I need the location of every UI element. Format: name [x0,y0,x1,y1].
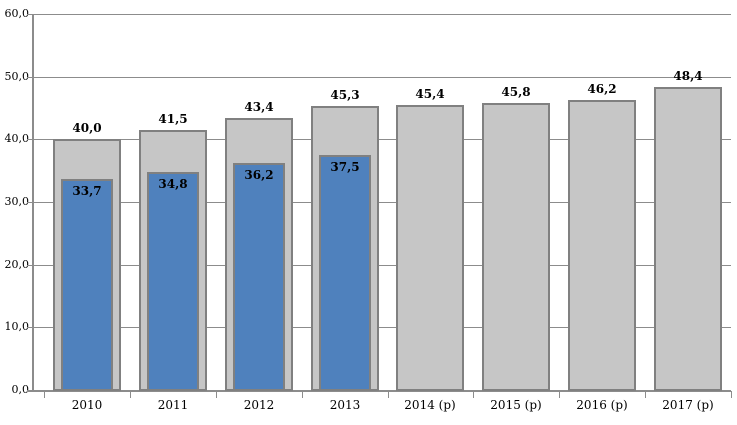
x-axis-category-label: 2011 [157,398,189,412]
x-axis-category-label: 2015 (p) [490,398,542,412]
y-axis-tick-50 [27,76,37,78]
y-axis-tick-0 [27,390,37,391]
y-axis-tick-label: 20,0 [4,257,30,271]
total-bar-2016p [568,100,636,391]
y-axis-tick-label: 0,0 [11,383,30,396]
x-axis-tick-5 [473,391,474,398]
y-axis-tick-20 [27,264,37,266]
x-axis-tick-4 [388,391,389,398]
total-bar-value-label: 46,2 [587,82,617,97]
x-axis-category-label: 2010 [71,398,103,412]
y-axis-tick-label: 60,0 [4,7,30,20]
x-axis-tick-3 [302,391,303,398]
total-bar-value-label: 43,4 [244,100,274,115]
gridline-50 [33,76,731,78]
y-axis-tick-label: 10,0 [4,320,30,334]
blue-bar-2013 [319,155,371,391]
x-axis-category-label: 2013 [329,398,361,412]
x-axis-tick-1 [130,391,131,398]
blue-bar-2010 [61,178,113,391]
y-axis-tick-30 [27,202,37,203]
x-axis-line [27,390,731,392]
blue-bar-value-label: 37,5 [330,160,360,174]
gridline-10 [33,327,731,329]
x-axis-category-label: 2017 (p) [662,398,714,412]
total-bar-value-label: 45,3 [330,88,360,103]
x-axis-tick-0 [44,391,45,398]
gridline-40 [33,139,731,141]
total-bar-value-label: 45,8 [501,84,531,99]
x-axis-category-label: 2016 (p) [576,398,628,412]
total-bar-2017p [654,86,722,391]
y-axis-tick-label: 40,0 [4,132,30,146]
x-axis-tick-8 [731,391,732,398]
y-axis-tick-label: 50,0 [4,69,30,83]
total-bar-2015p [482,102,550,391]
gridline-20 [33,264,731,266]
x-axis-category-label: 2014 (p) [404,398,456,412]
gridline-30 [33,202,731,203]
blue-bar-value-label: 36,2 [244,168,274,183]
blue-bar-2012 [233,163,285,391]
blue-bar-2011 [147,171,199,391]
y-axis-tick-10 [27,327,37,329]
blue-bar-value-label: 33,7 [72,183,102,198]
blue-bar-value-label: 34,8 [158,176,188,191]
total-bar-value-label: 48,4 [673,68,703,83]
gridline-60 [33,14,731,15]
y-axis-tick-60 [27,14,37,15]
x-axis-category-label: 2012 [243,398,275,412]
y-axis-tick-40 [27,139,37,141]
total-bar-value-label: 45,4 [415,87,445,102]
total-bar-2014p [396,105,464,391]
y-axis-tick-label: 30,0 [4,195,30,208]
x-axis-tick-7 [645,391,646,398]
total-bar-value-label: 41,5 [158,111,188,126]
y-axis-line [32,14,34,392]
x-axis-tick-2 [216,391,217,398]
x-axis-tick-6 [559,391,560,398]
total-bar-value-label: 40,0 [72,121,102,136]
